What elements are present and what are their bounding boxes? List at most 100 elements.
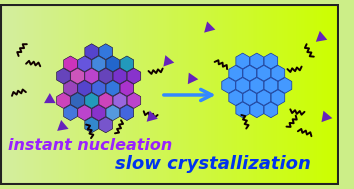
Bar bbox=[93, 4, 96, 185]
Polygon shape bbox=[85, 44, 98, 60]
Bar bbox=[102, 4, 104, 185]
Bar bbox=[218, 4, 221, 185]
Bar bbox=[85, 4, 88, 185]
Bar bbox=[252, 4, 255, 185]
Bar bbox=[209, 4, 212, 185]
Bar bbox=[266, 4, 269, 185]
Bar bbox=[314, 4, 316, 185]
Text: slow crystallization: slow crystallization bbox=[115, 155, 311, 173]
Polygon shape bbox=[316, 31, 327, 42]
Bar bbox=[116, 4, 119, 185]
Polygon shape bbox=[271, 65, 285, 81]
Polygon shape bbox=[321, 111, 332, 122]
Bar bbox=[189, 4, 192, 185]
Bar bbox=[170, 4, 172, 185]
Bar bbox=[299, 4, 302, 185]
Bar bbox=[141, 4, 144, 185]
Polygon shape bbox=[271, 90, 285, 105]
Bar bbox=[249, 4, 252, 185]
Bar bbox=[325, 4, 328, 185]
Bar bbox=[0, 4, 3, 185]
Bar bbox=[150, 4, 153, 185]
Polygon shape bbox=[44, 93, 56, 103]
Polygon shape bbox=[147, 111, 158, 122]
Bar bbox=[240, 4, 243, 185]
Bar bbox=[305, 4, 308, 185]
Bar bbox=[82, 4, 85, 185]
Bar bbox=[226, 4, 229, 185]
Polygon shape bbox=[229, 90, 242, 105]
Bar bbox=[246, 4, 249, 185]
Polygon shape bbox=[264, 77, 278, 93]
Bar bbox=[96, 4, 99, 185]
Polygon shape bbox=[106, 80, 120, 96]
Bar bbox=[119, 4, 121, 185]
Bar bbox=[238, 4, 240, 185]
Bar bbox=[282, 4, 285, 185]
Polygon shape bbox=[163, 55, 174, 67]
Bar bbox=[14, 4, 17, 185]
Bar bbox=[294, 4, 297, 185]
Polygon shape bbox=[92, 80, 105, 96]
Bar bbox=[59, 4, 62, 185]
Bar bbox=[8, 4, 11, 185]
Polygon shape bbox=[250, 102, 264, 118]
Bar bbox=[42, 4, 45, 185]
Bar bbox=[34, 4, 37, 185]
Bar bbox=[336, 4, 339, 185]
Bar bbox=[319, 4, 322, 185]
Bar bbox=[277, 4, 280, 185]
Polygon shape bbox=[264, 102, 278, 118]
Bar bbox=[37, 4, 40, 185]
Bar bbox=[48, 4, 51, 185]
Bar bbox=[113, 4, 116, 185]
Polygon shape bbox=[64, 56, 77, 72]
Bar bbox=[316, 4, 319, 185]
Bar bbox=[107, 4, 110, 185]
Polygon shape bbox=[99, 44, 113, 60]
Polygon shape bbox=[99, 117, 113, 133]
Bar bbox=[68, 4, 71, 185]
Bar bbox=[184, 4, 187, 185]
Text: instant nucleation: instant nucleation bbox=[8, 138, 172, 153]
Polygon shape bbox=[257, 90, 271, 105]
Bar bbox=[104, 4, 107, 185]
Bar bbox=[31, 4, 34, 185]
Bar bbox=[272, 4, 274, 185]
Polygon shape bbox=[92, 56, 105, 72]
Bar bbox=[198, 4, 201, 185]
Polygon shape bbox=[85, 93, 98, 108]
Bar bbox=[291, 4, 294, 185]
Bar bbox=[25, 4, 28, 185]
Polygon shape bbox=[99, 68, 113, 84]
Bar bbox=[91, 4, 93, 185]
Bar bbox=[328, 4, 331, 185]
Bar bbox=[20, 4, 23, 185]
Bar bbox=[269, 4, 272, 185]
Bar bbox=[187, 4, 189, 185]
Bar bbox=[243, 4, 246, 185]
Bar bbox=[302, 4, 305, 185]
Polygon shape bbox=[106, 56, 120, 72]
Bar bbox=[28, 4, 31, 185]
Polygon shape bbox=[236, 53, 250, 69]
Bar bbox=[229, 4, 232, 185]
Bar bbox=[76, 4, 79, 185]
Bar bbox=[212, 4, 215, 185]
Polygon shape bbox=[85, 117, 98, 133]
Bar bbox=[155, 4, 158, 185]
Bar bbox=[153, 4, 155, 185]
Bar bbox=[255, 4, 257, 185]
Polygon shape bbox=[250, 53, 264, 69]
Bar bbox=[88, 4, 91, 185]
Bar bbox=[175, 4, 178, 185]
Polygon shape bbox=[264, 53, 278, 69]
Bar bbox=[215, 4, 218, 185]
Polygon shape bbox=[236, 77, 250, 93]
Bar bbox=[124, 4, 127, 185]
Bar bbox=[331, 4, 333, 185]
Polygon shape bbox=[278, 77, 292, 93]
Polygon shape bbox=[57, 68, 70, 84]
Bar bbox=[45, 4, 48, 185]
Polygon shape bbox=[71, 68, 84, 84]
